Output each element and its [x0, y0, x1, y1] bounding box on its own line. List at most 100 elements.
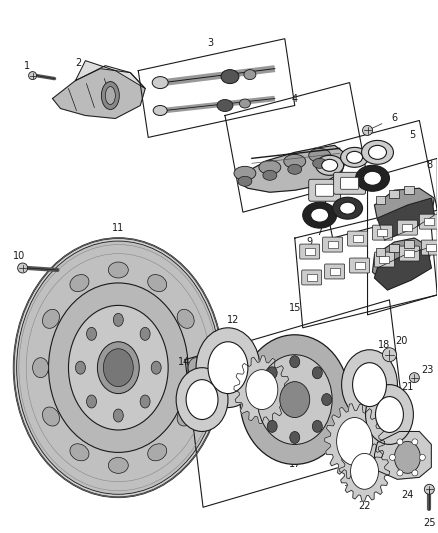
Text: 24: 24 [401, 490, 413, 500]
FancyBboxPatch shape [348, 231, 367, 246]
Bar [404, 250, 414, 257]
FancyBboxPatch shape [325, 264, 345, 279]
Text: 5: 5 [409, 131, 416, 140]
Ellipse shape [108, 457, 128, 473]
FancyBboxPatch shape [334, 172, 366, 194]
Text: 6: 6 [392, 114, 398, 124]
Bar [330, 268, 339, 275]
Circle shape [397, 439, 403, 445]
Circle shape [389, 455, 396, 461]
Ellipse shape [312, 367, 322, 379]
Text: 3: 3 [207, 38, 213, 48]
Bar [328, 241, 338, 248]
Ellipse shape [342, 350, 397, 419]
FancyBboxPatch shape [316, 184, 334, 196]
Bar [355, 262, 364, 269]
Ellipse shape [49, 283, 188, 453]
Polygon shape [75, 61, 145, 88]
Text: 16: 16 [242, 362, 254, 373]
Text: 2: 2 [75, 58, 81, 68]
Ellipse shape [70, 274, 89, 292]
Ellipse shape [140, 395, 150, 408]
Ellipse shape [113, 313, 124, 326]
Ellipse shape [153, 106, 167, 116]
Circle shape [419, 455, 425, 461]
Bar [404, 240, 414, 248]
Ellipse shape [280, 382, 310, 417]
Circle shape [424, 484, 434, 494]
Ellipse shape [368, 146, 386, 159]
Text: 21: 21 [401, 382, 413, 392]
Ellipse shape [70, 444, 89, 461]
FancyBboxPatch shape [341, 177, 359, 189]
Bar [389, 244, 399, 252]
FancyBboxPatch shape [397, 220, 417, 235]
FancyBboxPatch shape [350, 258, 370, 273]
Ellipse shape [337, 417, 372, 465]
Ellipse shape [42, 309, 60, 328]
Ellipse shape [321, 159, 338, 171]
Ellipse shape [176, 368, 228, 432]
Polygon shape [374, 432, 431, 479]
Ellipse shape [97, 342, 139, 393]
Ellipse shape [350, 454, 378, 489]
Text: 17: 17 [289, 459, 301, 470]
Ellipse shape [356, 165, 389, 191]
Ellipse shape [87, 327, 96, 341]
Bar [424, 218, 434, 225]
FancyBboxPatch shape [302, 270, 321, 285]
Ellipse shape [188, 358, 204, 378]
Text: 23: 23 [421, 365, 434, 375]
Ellipse shape [196, 328, 260, 408]
FancyBboxPatch shape [374, 252, 395, 267]
Text: 12: 12 [227, 315, 239, 325]
Bar [353, 235, 363, 242]
Bar [404, 186, 414, 194]
Ellipse shape [244, 70, 256, 79]
Ellipse shape [208, 342, 248, 393]
Ellipse shape [217, 100, 233, 111]
Ellipse shape [14, 238, 223, 497]
Ellipse shape [152, 77, 168, 88]
Polygon shape [339, 441, 389, 501]
Ellipse shape [113, 409, 124, 422]
Polygon shape [372, 238, 431, 283]
Ellipse shape [341, 148, 368, 167]
Ellipse shape [339, 202, 356, 214]
Ellipse shape [151, 361, 161, 374]
Ellipse shape [240, 99, 251, 108]
Bar [379, 256, 389, 263]
Ellipse shape [140, 327, 150, 341]
Ellipse shape [312, 421, 322, 432]
Text: 9: 9 [307, 237, 313, 247]
Text: 15: 15 [289, 303, 301, 313]
Ellipse shape [309, 148, 331, 163]
Polygon shape [53, 69, 145, 118]
Ellipse shape [263, 171, 277, 180]
Ellipse shape [68, 305, 168, 430]
Ellipse shape [375, 397, 403, 432]
Ellipse shape [353, 362, 386, 407]
Ellipse shape [267, 367, 277, 379]
Text: 1: 1 [24, 61, 30, 71]
Ellipse shape [288, 164, 302, 174]
Circle shape [412, 439, 418, 445]
Text: 11: 11 [112, 223, 124, 233]
Text: 22: 22 [358, 501, 371, 511]
Bar [305, 248, 314, 255]
Circle shape [410, 373, 419, 383]
Polygon shape [378, 198, 434, 240]
Bar [307, 274, 317, 281]
Ellipse shape [177, 407, 194, 426]
Circle shape [363, 125, 372, 135]
Ellipse shape [17, 241, 220, 494]
Ellipse shape [148, 444, 167, 461]
Ellipse shape [364, 171, 381, 185]
Ellipse shape [321, 393, 332, 406]
Polygon shape [238, 146, 348, 192]
Bar [378, 229, 388, 236]
FancyBboxPatch shape [421, 240, 438, 255]
Ellipse shape [177, 309, 194, 328]
Ellipse shape [366, 385, 413, 445]
Ellipse shape [259, 160, 281, 174]
